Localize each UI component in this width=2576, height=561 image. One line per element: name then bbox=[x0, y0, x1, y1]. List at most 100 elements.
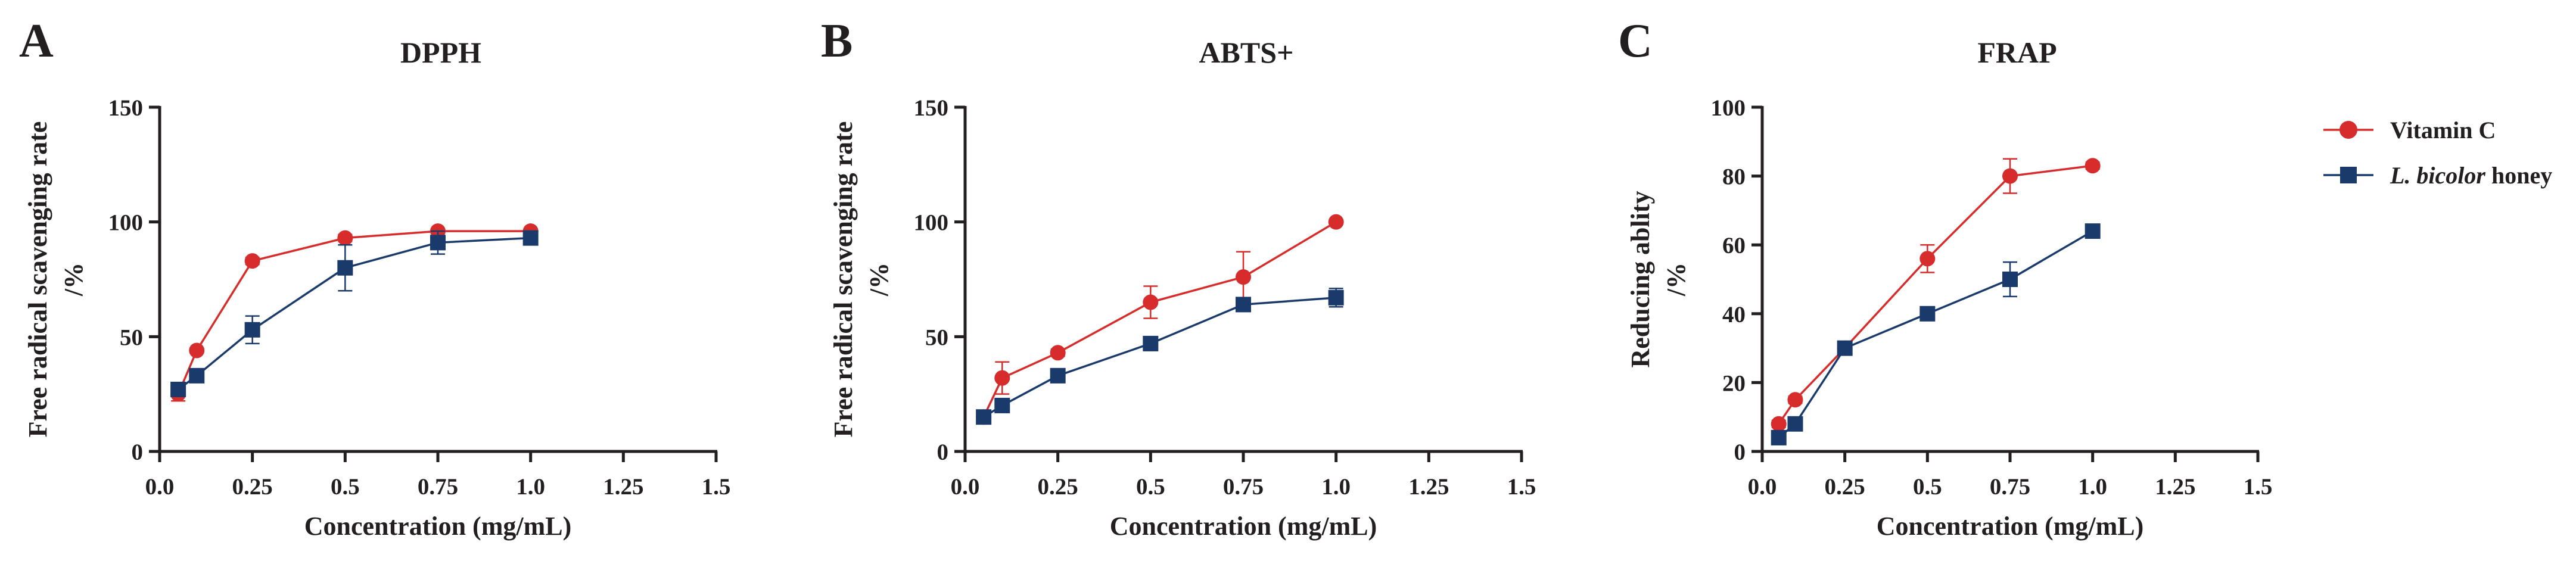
chart-title-frap: FRAP bbox=[1977, 36, 2057, 69]
x-tick-label-frap: 0.0 bbox=[1748, 474, 1777, 500]
series-line-honey-frap bbox=[1778, 230, 2093, 439]
y-tick-label-frap: 60 bbox=[1722, 233, 1746, 258]
data-point-vitamin-c-frap bbox=[2002, 168, 2018, 184]
data-point-honey-dpph bbox=[337, 260, 353, 276]
x-tick-label-dpph: 1.0 bbox=[516, 474, 545, 500]
data-point-vitamin-c-dpph bbox=[244, 253, 260, 269]
x-tick-label-dpph: 0.0 bbox=[145, 474, 175, 500]
series-vitamin-c-frap bbox=[1771, 158, 2101, 432]
y-axis-unit-abts: /% bbox=[864, 263, 894, 297]
y-axis-unit-frap: /% bbox=[1662, 263, 1691, 297]
y-tick-label-abts: 150 bbox=[914, 95, 949, 121]
legend-label-honey-italic: L. bicolor bbox=[2390, 162, 2485, 189]
y-tick-label-frap: 100 bbox=[1711, 95, 1746, 121]
series-line-vitamin-c-frap bbox=[1778, 164, 2093, 425]
x-tick-label-abts: 1.0 bbox=[1321, 474, 1351, 500]
x-tick-label-abts: 0.5 bbox=[1136, 474, 1165, 500]
series-honey-abts bbox=[976, 288, 1344, 425]
legend-marker-vitamin-c bbox=[2339, 121, 2357, 139]
legend-label-honey-rest: honey bbox=[2485, 162, 2552, 189]
y-tick-label-abts: 100 bbox=[914, 210, 949, 236]
x-axis-label-frap: Concentration (mg/mL) bbox=[1877, 512, 2144, 541]
data-point-honey-abts bbox=[976, 409, 992, 425]
legend: Vitamin C L. bicolor honey bbox=[2323, 117, 2552, 189]
x-tick-label-dpph: 0.25 bbox=[232, 474, 273, 500]
y-axis-unit-dpph: /% bbox=[59, 263, 88, 297]
data-point-vitamin-c-abts bbox=[1328, 214, 1344, 230]
data-point-honey-dpph bbox=[244, 322, 260, 338]
data-point-honey-frap bbox=[1787, 416, 1803, 432]
series-honey-dpph bbox=[170, 230, 539, 397]
data-point-honey-frap bbox=[2002, 272, 2018, 287]
data-point-honey-abts bbox=[1050, 367, 1066, 384]
y-tick-label-dpph: 50 bbox=[120, 325, 143, 350]
x-tick-label-frap: 0.25 bbox=[1825, 474, 1865, 500]
legend-item-honey: L. bicolor honey bbox=[2323, 162, 2552, 189]
y-axis-label-frap: Reducing ablity bbox=[1626, 191, 1655, 367]
x-tick-label-frap: 1.25 bbox=[2155, 474, 2195, 500]
x-tick-label-abts: 0.25 bbox=[1038, 474, 1078, 500]
x-tick-label-abts: 1.5 bbox=[1507, 474, 1536, 500]
data-point-honey-abts bbox=[994, 397, 1010, 413]
x-tick-label-abts: 0.75 bbox=[1223, 474, 1264, 500]
chart-panel-abts: B ABTS+ 0 50 100 150 0.0 0.25 0.5 0.75 1.0 1.25 1.5 C… bbox=[821, 15, 1536, 541]
chart-title-dpph: DPPH bbox=[400, 36, 481, 69]
x-tick-label-dpph: 1.5 bbox=[702, 474, 731, 500]
data-point-honey-frap bbox=[1919, 306, 1936, 322]
x-tick-label-frap: 1.0 bbox=[2078, 474, 2107, 500]
data-point-honey-dpph bbox=[170, 381, 186, 397]
y-tick-label-dpph: 150 bbox=[108, 95, 144, 121]
x-tick-label-dpph: 0.75 bbox=[418, 474, 458, 500]
y-tick-label-abts: 0 bbox=[937, 440, 949, 465]
x-axis-label-dpph: Concentration (mg/mL) bbox=[304, 512, 572, 541]
data-point-vitamin-c-frap bbox=[1919, 251, 1936, 267]
y-axis-label-dpph: Free radical scavenging rate bbox=[23, 121, 52, 438]
data-point-vitamin-c-frap bbox=[1787, 392, 1803, 408]
legend-item-vitamin-c: Vitamin C bbox=[2323, 117, 2496, 144]
y-axis-label-abts: Free radical scavenging rate bbox=[829, 121, 858, 438]
series-honey-frap bbox=[1771, 223, 2101, 445]
panel-letter-frap: C bbox=[1618, 15, 1653, 67]
y-tick-label-abts: 50 bbox=[925, 325, 948, 350]
legend-label-vitamin-c: Vitamin C bbox=[2390, 117, 2496, 144]
chart-title-abts: ABTS+ bbox=[1199, 36, 1293, 69]
panel-letter-dpph: A bbox=[19, 15, 54, 67]
panel-letter-abts: B bbox=[821, 15, 853, 67]
data-point-honey-dpph bbox=[430, 235, 446, 251]
x-tick-label-dpph: 1.25 bbox=[603, 474, 643, 500]
data-point-honey-dpph bbox=[522, 230, 539, 246]
x-tick-label-frap: 0.75 bbox=[1990, 474, 2030, 500]
y-tick-label-frap: 20 bbox=[1722, 370, 1746, 396]
x-tick-label-abts: 1.25 bbox=[1408, 474, 1449, 500]
y-tick-label-frap: 80 bbox=[1722, 164, 1746, 190]
data-point-vitamin-c-abts bbox=[1143, 294, 1159, 310]
x-tick-label-abts: 0.0 bbox=[951, 474, 980, 500]
data-point-vitamin-c-dpph bbox=[337, 230, 353, 246]
data-point-honey-abts bbox=[1328, 289, 1344, 306]
x-tick-label-dpph: 0.5 bbox=[331, 474, 360, 500]
x-tick-label-frap: 1.5 bbox=[2244, 474, 2273, 500]
series-line-vitamin-c-dpph bbox=[177, 230, 531, 395]
data-point-vitamin-c-abts bbox=[1236, 269, 1251, 285]
y-tick-label-frap: 0 bbox=[1734, 440, 1746, 465]
legend-marker-honey bbox=[2340, 167, 2357, 183]
series-vitamin-c-dpph bbox=[170, 223, 539, 402]
data-point-honey-abts bbox=[1143, 335, 1159, 351]
chart-panel-dpph: A DPPH 0 50 100 150 0.0 0.25 0.5 0.75 1.0 1.25 1.5 Co… bbox=[19, 15, 730, 541]
data-point-vitamin-c-frap bbox=[1771, 416, 1787, 432]
data-point-honey-frap bbox=[1837, 340, 1853, 356]
data-point-vitamin-c-frap bbox=[2085, 158, 2101, 174]
x-axis-label-abts: Concentration (mg/mL) bbox=[1110, 512, 1377, 541]
data-point-vitamin-c-abts bbox=[994, 370, 1010, 386]
legend-label-honey: L. bicolor honey bbox=[2390, 162, 2552, 189]
series-line-honey-dpph bbox=[178, 236, 531, 391]
data-point-honey-abts bbox=[1236, 297, 1251, 313]
data-point-vitamin-c-abts bbox=[1050, 345, 1066, 361]
y-tick-label-frap: 40 bbox=[1722, 302, 1746, 328]
data-point-vitamin-c-dpph bbox=[189, 342, 205, 359]
series-vitamin-c-abts bbox=[976, 214, 1344, 425]
data-point-honey-frap bbox=[2085, 223, 2101, 239]
data-point-honey-frap bbox=[1771, 429, 1787, 445]
y-tick-label-dpph: 100 bbox=[108, 210, 144, 236]
